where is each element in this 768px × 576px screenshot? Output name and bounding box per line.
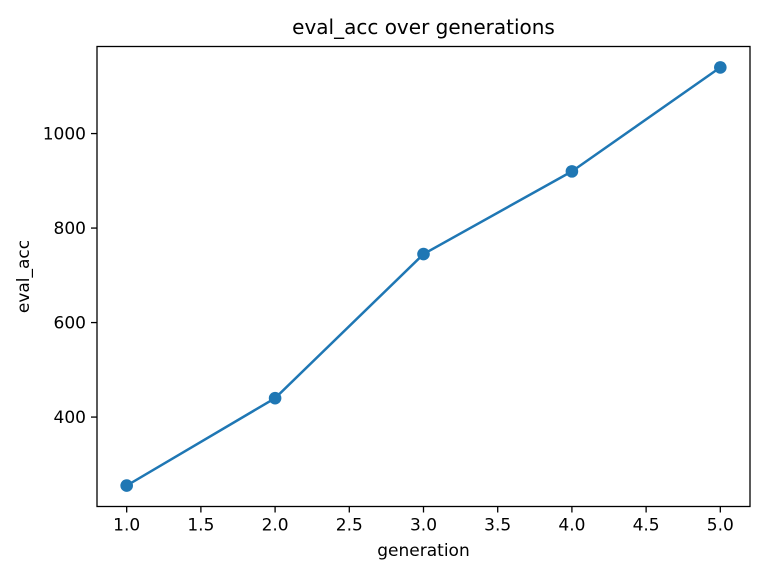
y-axis-ticks: 400 600 800 1000 (43, 125, 97, 428)
x-tick-label: 1.5 (187, 516, 214, 536)
y-tick-label: 600 (54, 314, 86, 334)
x-tick-label: 3.0 (410, 516, 437, 536)
y-axis-label: eval_acc (14, 240, 34, 313)
data-point-marker (565, 165, 579, 178)
data-point-marker (714, 61, 727, 74)
data-point-marker (268, 391, 282, 405)
x-tick-label: 3.5 (484, 516, 511, 536)
chart-title: eval_acc over generations (292, 15, 555, 39)
x-axis-label: generation (377, 541, 469, 561)
x-tick-label: 4.5 (633, 516, 660, 536)
x-tick-label: 5.0 (707, 516, 734, 536)
x-tick-label: 2.0 (262, 516, 289, 536)
data-point-marker (417, 247, 430, 261)
data-point-markers (120, 61, 727, 492)
x-tick-label: 4.0 (558, 516, 585, 536)
y-tick-label: 1000 (43, 125, 86, 145)
y-tick-label: 800 (54, 219, 86, 239)
x-tick-label: 1.0 (113, 516, 140, 536)
series-polyline (125, 66, 722, 487)
x-axis-ticks: 1.0 1.5 2.0 2.5 3.0 3.5 4.0 4.5 5.0 (113, 506, 734, 536)
y-tick-label: 400 (54, 408, 86, 428)
x-tick-label: 2.5 (336, 516, 363, 536)
data-line-series (125, 66, 722, 487)
data-point-marker (120, 479, 133, 492)
